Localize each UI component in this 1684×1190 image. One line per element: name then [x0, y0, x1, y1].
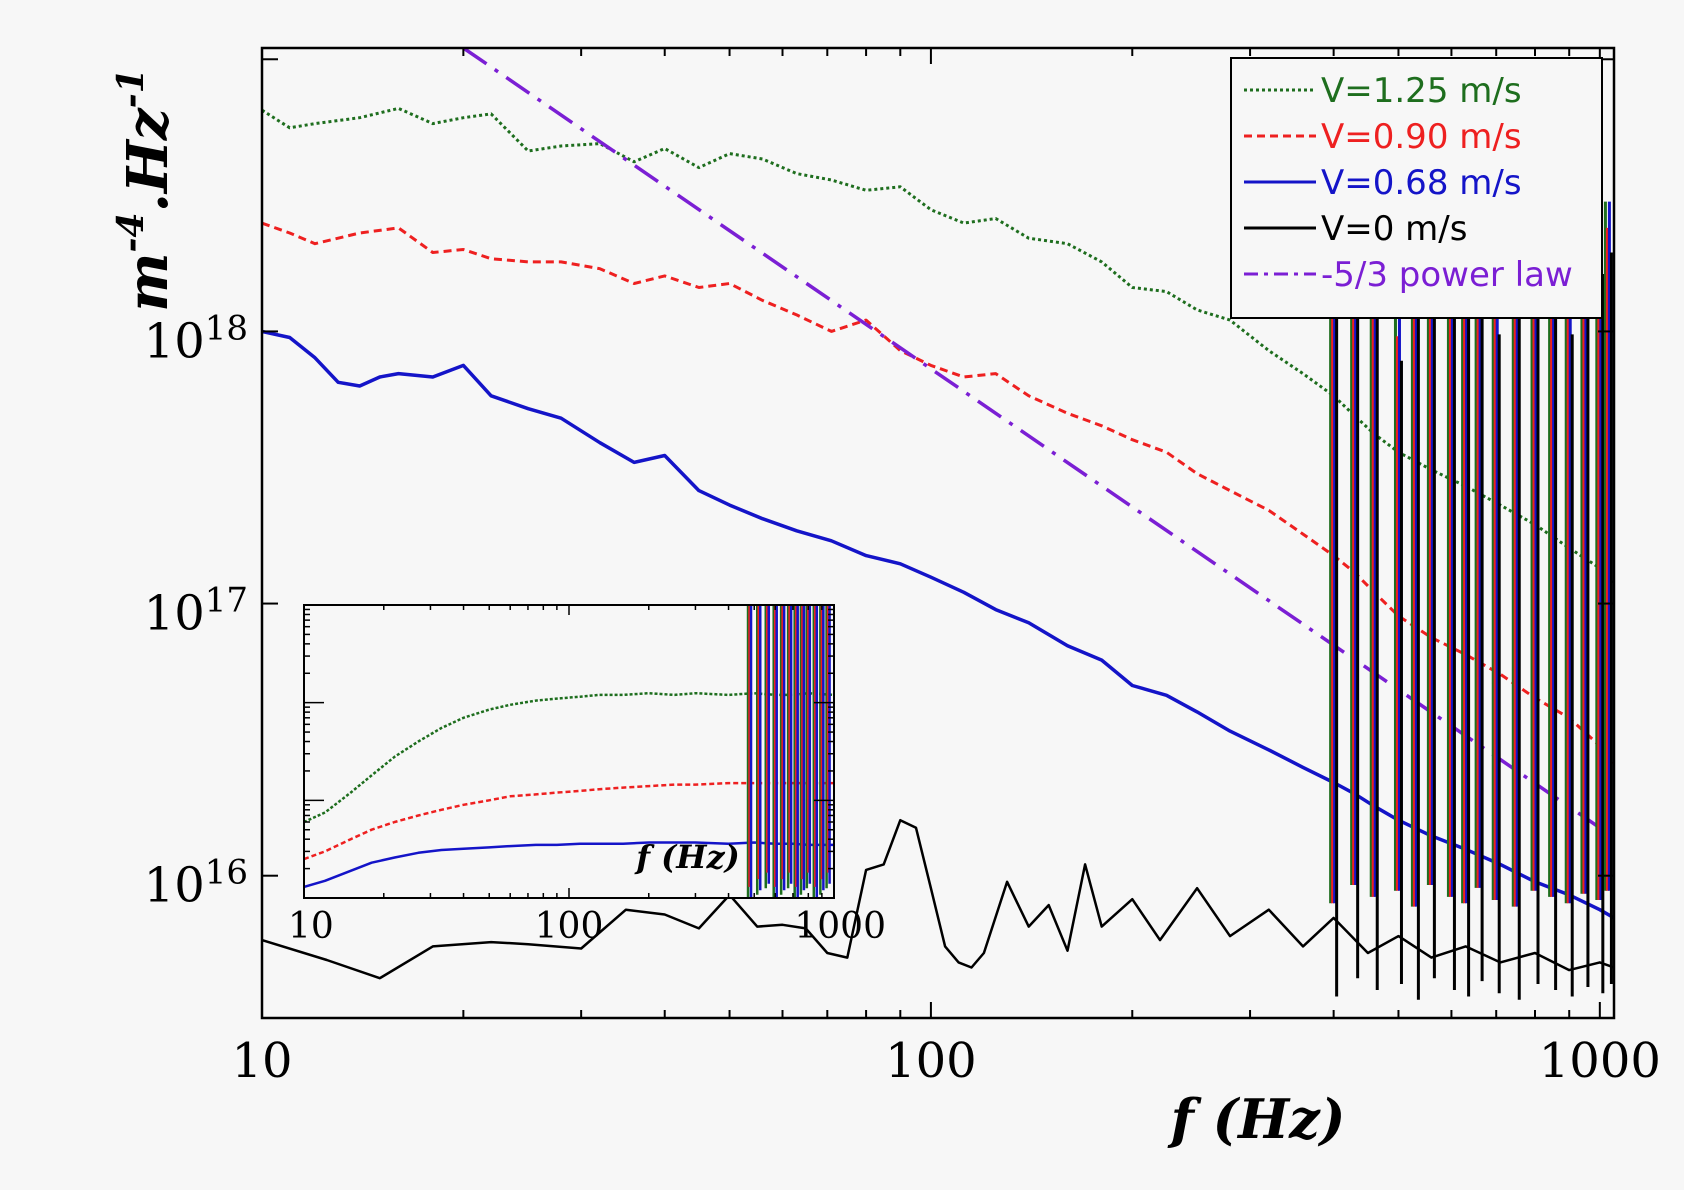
x-tick-label: 100 [885, 1033, 977, 1089]
main-axis-ticks [261, 48, 1614, 1018]
legend-label-2: V=0.68 m/s [1321, 163, 1522, 203]
x-axis-tick-labels: 10 100 1000 [231, 1033, 1660, 1089]
y-axis-title-mid: .Hz [115, 107, 181, 212]
y-tick-label: 1016 [144, 853, 248, 914]
series-line-4 [462, 48, 1601, 830]
inset-x-tick-labels: 10 100 1000 [288, 906, 886, 947]
legend-label-1: V=0.90 m/s [1321, 117, 1522, 157]
x-tick-label: 1000 [1539, 1033, 1661, 1089]
y-axis-title-base: m [115, 252, 181, 311]
inset-axis-ticks [303, 604, 835, 899]
inset-x-tick-label: 10 [288, 906, 334, 947]
y-tick-label-exp: 17 [205, 581, 248, 621]
inset-plot: 10 100 1000 f (Hz) [288, 604, 886, 947]
inset-series-line-0 [304, 691, 834, 824]
y-tick-label: 1018 [144, 308, 248, 369]
y-tick-label-exp: 18 [205, 308, 248, 348]
inset-x-tick-label: 1000 [794, 906, 886, 947]
inset-series-group [304, 605, 834, 898]
x-tick-label: 10 [231, 1033, 292, 1089]
legend: V=1.25 m/s V=0.90 m/s V=0.68 m/s V=0 m/s -5/… [1230, 57, 1603, 319]
legend-label-0: V=1.25 m/s [1321, 71, 1522, 111]
legend-box [1230, 57, 1603, 319]
y-axis-title-exp2: -1 [110, 68, 152, 108]
inset-x-axis-title: f (Hz) [634, 838, 740, 876]
y-tick-label-exp: 16 [205, 853, 248, 893]
svg-text:m-4.Hz-1: m-4.Hz-1 [110, 68, 181, 311]
legend-label-3: V=0 m/s [1321, 209, 1467, 249]
x-axis-title: f (Hz) [1167, 1087, 1346, 1151]
y-tick-label-base: 10 [144, 858, 205, 914]
main-plot-frame [260, 46, 1616, 1020]
y-tick-label: 1017 [144, 581, 248, 642]
y-axis-title-exp1: -4 [110, 212, 152, 252]
legend-label-4: -5/3 power law [1321, 255, 1573, 295]
y-tick-label-base: 10 [144, 313, 205, 369]
y-tick-label-base: 10 [144, 586, 205, 642]
inset-x-tick-label: 100 [535, 906, 604, 947]
series-line-2 [262, 329, 1614, 920]
y-axis-title: m-4.Hz-1 [110, 68, 181, 311]
